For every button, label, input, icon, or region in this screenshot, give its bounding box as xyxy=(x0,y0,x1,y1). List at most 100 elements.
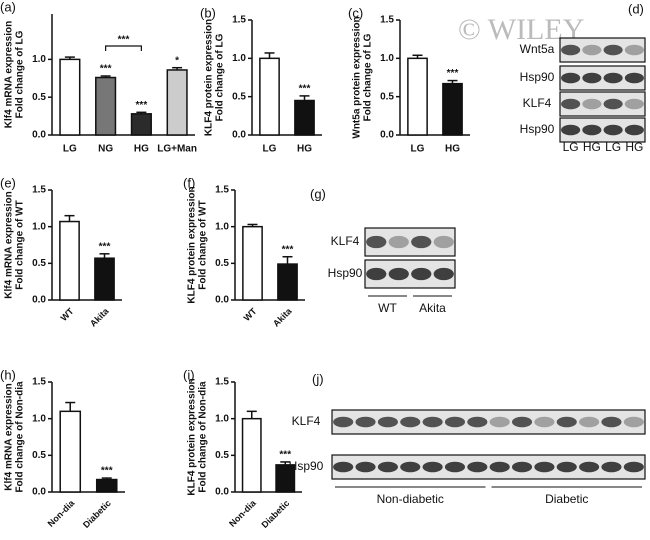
y-axis-label: KLF4 protein expression xyxy=(187,186,198,303)
significance-bracket xyxy=(105,45,142,52)
blot-band xyxy=(489,461,510,473)
blot-band xyxy=(556,461,577,473)
significance: *** xyxy=(136,100,148,111)
blot-band xyxy=(366,267,387,281)
x-tick-label: LG xyxy=(263,144,277,155)
blot-band xyxy=(624,72,644,84)
blot-band xyxy=(582,44,602,56)
blot-band xyxy=(433,235,454,249)
y-tick-label: 1.0 xyxy=(32,54,46,65)
blot-band xyxy=(489,416,510,428)
y-tick-label: 0.5 xyxy=(215,450,229,461)
significance: *** xyxy=(299,84,311,95)
blot-band xyxy=(511,461,533,473)
blot-band xyxy=(433,267,454,281)
y-axis-label: Klf4 mRNA expression xyxy=(4,383,15,490)
blot-band xyxy=(624,98,644,110)
blot-band xyxy=(603,98,623,110)
y-axis-label: Wnt5a protein expression xyxy=(352,16,363,138)
y-axis-label: Klf4 mRNA expression xyxy=(4,191,15,298)
bar xyxy=(294,99,315,136)
blot-band xyxy=(467,416,488,428)
panel-label: (b) xyxy=(200,5,216,20)
panel-label: (i) xyxy=(183,367,195,382)
lane-label: LG xyxy=(563,140,579,154)
y-axis-label: Fold change of WT xyxy=(15,200,26,289)
bar xyxy=(442,82,463,136)
group-label: WT xyxy=(378,301,397,315)
y-tick-label: 0.5 xyxy=(32,92,46,103)
significance: *** xyxy=(118,35,130,46)
y-tick-label: 1.0 xyxy=(32,221,46,232)
x-tick-label: Akita xyxy=(88,305,111,328)
y-tick-label: 0.0 xyxy=(32,295,46,306)
blot-band xyxy=(422,416,443,428)
blot-row-label: Hsp90 xyxy=(289,459,324,473)
y-axis-label: Fold change of Non-dia xyxy=(15,381,26,493)
bar xyxy=(166,69,188,136)
significance: * xyxy=(175,55,179,66)
y-axis-label: KLF4 protein expression xyxy=(187,378,198,495)
y-tick-label: 1.5 xyxy=(232,15,246,26)
panel-label: (a) xyxy=(0,0,16,14)
bar xyxy=(259,57,280,136)
lane-label: HG xyxy=(625,140,643,154)
x-tick-label: HG xyxy=(297,144,312,155)
blot-band xyxy=(422,461,443,473)
y-tick-label: 0.0 xyxy=(32,130,46,141)
bar xyxy=(59,58,81,136)
bar xyxy=(277,263,298,301)
x-tick-label: HG xyxy=(134,144,149,155)
blot-band xyxy=(355,461,376,473)
x-tick-label: Non-dia xyxy=(46,497,77,528)
y-tick-label: 1.5 xyxy=(32,185,46,196)
blot-band xyxy=(624,44,644,56)
blot-band xyxy=(579,416,600,428)
bar xyxy=(94,257,115,301)
y-tick-label: 1.5 xyxy=(215,377,229,388)
y-tick-label: 0.5 xyxy=(232,91,246,102)
blot-band xyxy=(534,416,555,428)
blot-band xyxy=(582,98,602,110)
blot-band xyxy=(561,72,581,84)
blot-band xyxy=(534,461,555,473)
blot-band xyxy=(582,72,602,84)
blot-band xyxy=(623,461,644,473)
significance: *** xyxy=(99,241,111,252)
bar xyxy=(59,220,80,301)
blot-row-label: KLF4 xyxy=(331,234,360,248)
y-tick-label: 0.0 xyxy=(215,487,229,498)
x-tick-label: Diabetic xyxy=(260,498,292,530)
x-tick-label: Akita xyxy=(271,305,294,328)
x-tick-label: LG xyxy=(63,144,77,155)
x-tick-label: WT xyxy=(59,306,76,323)
y-tick-label: 1.0 xyxy=(32,413,46,424)
lane-label: HG xyxy=(583,140,601,154)
panel-label: (d) xyxy=(628,1,644,16)
significance: *** xyxy=(447,68,459,79)
group-label: Akita xyxy=(419,301,446,315)
blot-band xyxy=(333,461,354,473)
x-tick-label: HG xyxy=(445,144,460,155)
blot-band xyxy=(444,416,466,428)
panel-label: (h) xyxy=(0,367,16,382)
significance: *** xyxy=(279,450,291,461)
significance: *** xyxy=(101,466,113,477)
blot-band xyxy=(601,416,622,428)
blot-band xyxy=(556,416,577,428)
blot-band xyxy=(400,461,421,473)
blot-band xyxy=(411,267,432,281)
bar xyxy=(241,417,262,493)
group-label: Diabetic xyxy=(545,492,588,506)
y-tick-label: 1.5 xyxy=(32,377,46,388)
y-tick-label: 1.0 xyxy=(215,221,229,232)
blot-band xyxy=(623,416,644,428)
significance: *** xyxy=(282,244,294,255)
y-tick-label: 0.5 xyxy=(32,258,46,269)
blot-band xyxy=(511,416,533,428)
blot-band xyxy=(603,44,623,56)
panel-label: (j) xyxy=(312,371,324,386)
blot-band xyxy=(603,72,623,84)
y-axis-label: Fold change of Non-dia xyxy=(198,381,209,493)
blot-band xyxy=(603,124,623,136)
